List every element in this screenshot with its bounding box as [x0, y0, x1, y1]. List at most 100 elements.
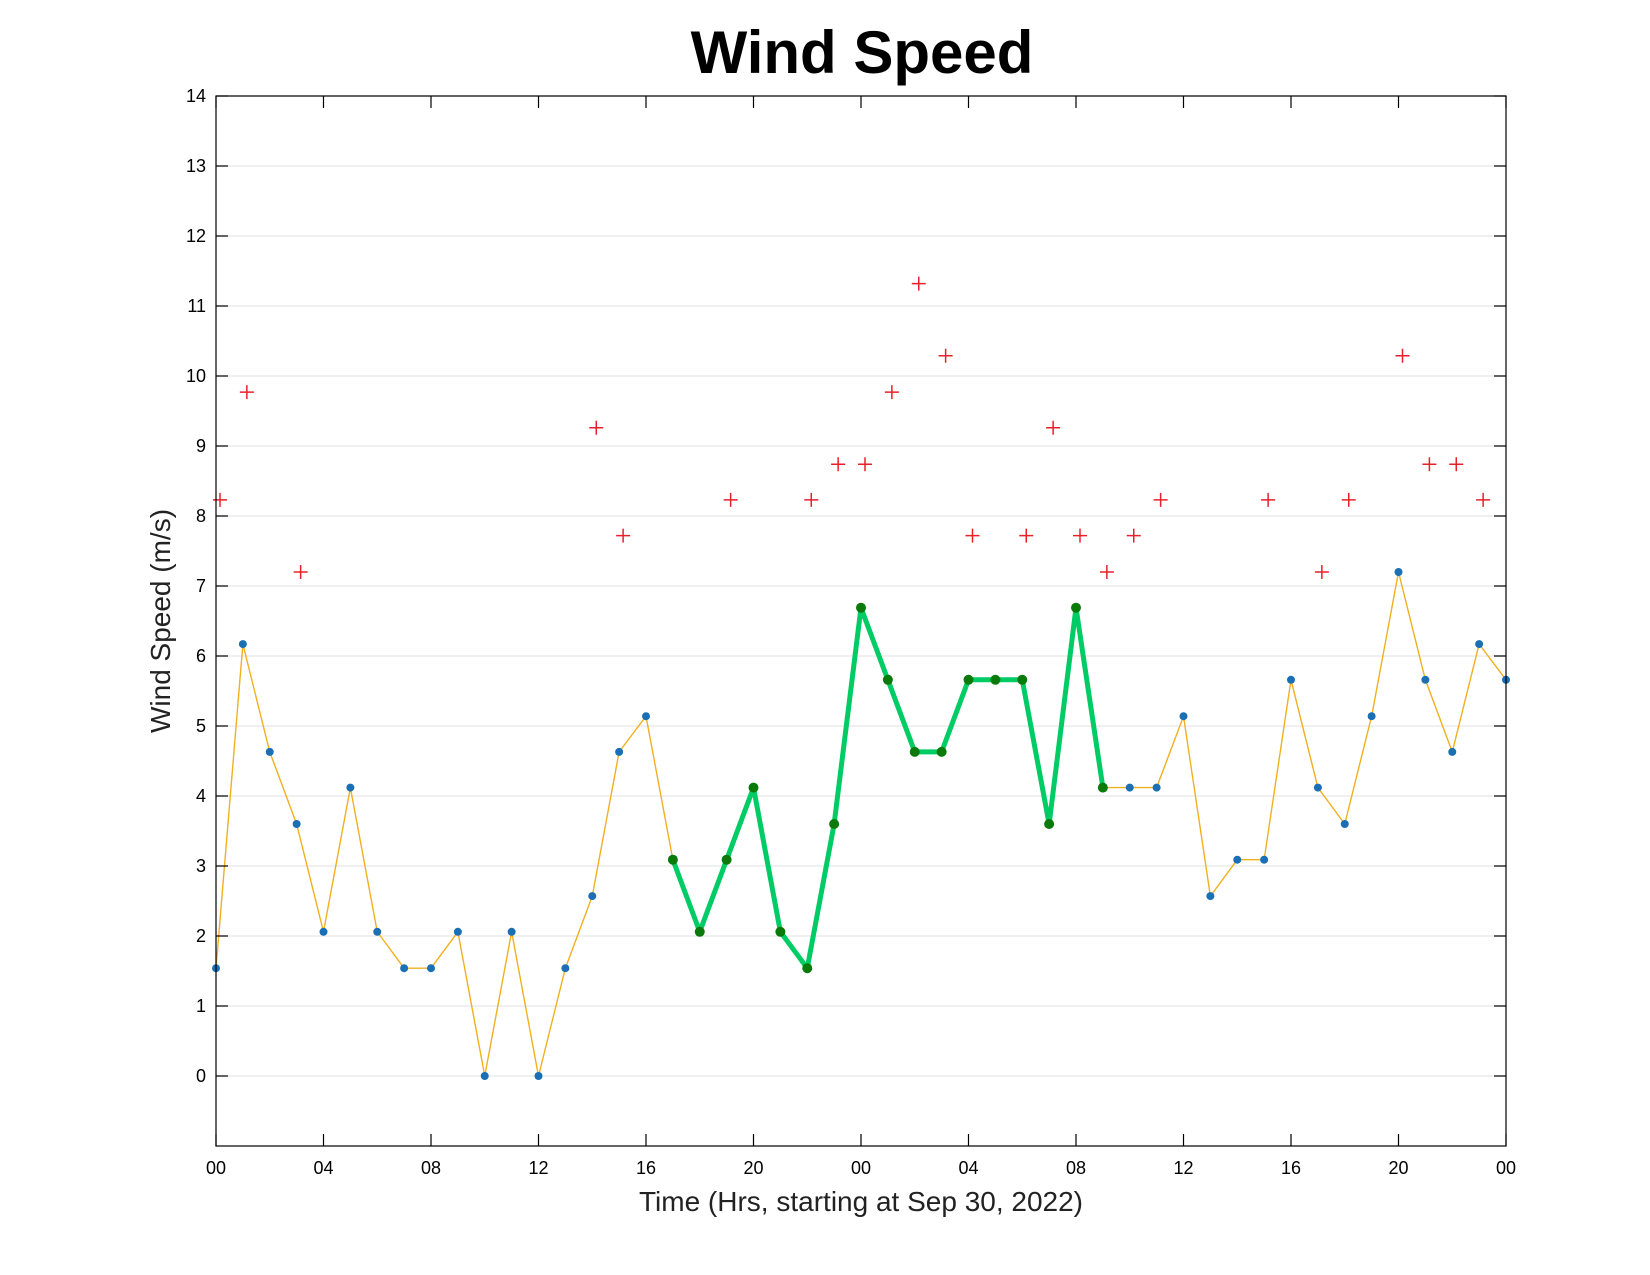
highlight-point	[748, 782, 759, 793]
plus-marker-point	[1046, 420, 1061, 435]
data-point	[1475, 640, 1484, 649]
plus-marker-point	[884, 385, 899, 400]
highlight-point	[1044, 819, 1055, 829]
plus-marker-point	[911, 276, 926, 291]
y-tick-label: 1	[196, 996, 206, 1016]
series-thick-line-dots	[667, 602, 1108, 974]
data-point	[292, 820, 301, 828]
data-point	[507, 927, 516, 936]
data-point	[453, 927, 462, 936]
y-tick-label: 4	[196, 786, 206, 806]
plus-marker-point	[965, 528, 980, 543]
plus-marker-point	[293, 565, 308, 579]
y-tick-label: 2	[196, 926, 206, 946]
plus-marker-point	[1261, 492, 1276, 507]
data-point	[400, 964, 409, 973]
plus-marker-point	[239, 385, 254, 400]
highlight-point	[1071, 602, 1081, 613]
y-tick-label: 14	[186, 86, 206, 106]
series-plus-markers	[213, 276, 1491, 579]
highlight-point	[909, 746, 920, 757]
chart-title: Wind Speed	[691, 19, 1034, 86]
data-point	[427, 964, 435, 973]
data-point	[1233, 855, 1242, 864]
highlight-point	[775, 926, 786, 937]
highlight-point	[667, 854, 678, 865]
plus-marker-point	[1153, 492, 1168, 507]
highlight-line	[670, 605, 1106, 971]
highlight-point	[829, 819, 840, 829]
data-point	[1448, 747, 1457, 756]
data-point	[238, 640, 247, 649]
x-tick-label: 04	[958, 1158, 978, 1178]
plus-marker-point	[804, 492, 819, 507]
data-point	[373, 927, 382, 936]
plus-marker-point	[938, 348, 953, 363]
series-line	[215, 571, 1507, 1077]
data-point	[561, 964, 570, 973]
highlight-point	[990, 674, 1001, 685]
plus-marker-point	[1395, 348, 1410, 363]
data-point	[480, 1072, 489, 1080]
data-point	[1179, 712, 1188, 721]
plus-marker-point	[589, 420, 604, 435]
data-point	[1206, 892, 1215, 901]
data-point	[615, 747, 624, 756]
plus-marker-point	[1314, 565, 1329, 579]
y-axis-label: Wind Speed (m/s)	[145, 509, 176, 733]
data-point	[1394, 568, 1403, 576]
x-tick-label: 00	[1496, 1158, 1516, 1178]
plus-marker-point	[1019, 528, 1034, 543]
plus-marker-point	[858, 457, 872, 472]
plus-marker-point	[723, 492, 738, 507]
plus-marker-point	[1449, 457, 1464, 472]
y-tick-label: 8	[196, 506, 206, 526]
data-point	[265, 747, 274, 756]
highlight-point	[856, 602, 866, 613]
x-tick-label: 20	[1388, 1158, 1408, 1178]
y-tick-label: 13	[186, 156, 206, 176]
y-tick-label: 10	[186, 366, 206, 386]
plus-marker-point	[1073, 528, 1087, 543]
data-point	[642, 712, 650, 721]
data-point	[1260, 855, 1269, 864]
data-point	[1152, 783, 1161, 792]
y-tick-label: 5	[196, 716, 206, 736]
highlight-point	[1097, 782, 1108, 793]
highlight-point	[882, 674, 893, 685]
highlight-point	[694, 926, 705, 937]
x-tick-label: 12	[1173, 1158, 1193, 1178]
data-point	[1313, 783, 1322, 792]
y-tick-label: 9	[196, 436, 206, 456]
plus-marker-point	[1341, 492, 1356, 507]
x-tick-label: 08	[421, 1158, 441, 1178]
x-tick-label: 16	[636, 1158, 656, 1178]
highlight-point	[936, 746, 947, 757]
data-point	[346, 783, 355, 792]
y-tick-label: 11	[187, 296, 206, 316]
plus-marker-point	[1126, 528, 1141, 543]
grid-lines	[216, 95, 1506, 1077]
highlight-point	[1017, 674, 1028, 685]
y-tick-label: 6	[196, 646, 206, 666]
data-point	[319, 927, 328, 936]
highlight-point	[721, 854, 732, 865]
plus-marker-point	[1476, 492, 1491, 507]
x-tick-label: 00	[851, 1158, 871, 1178]
y-tick-label: 3	[196, 856, 206, 876]
plus-marker-point	[616, 528, 631, 543]
data-point	[1367, 712, 1376, 721]
data-point	[534, 1072, 543, 1080]
data-point	[1340, 820, 1349, 828]
plus-marker-point	[831, 457, 846, 472]
data-point	[1287, 675, 1295, 684]
plus-marker-point	[1099, 565, 1114, 579]
data-series	[212, 276, 1510, 1080]
x-tick-label: 04	[313, 1158, 333, 1178]
y-tick-label: 0	[196, 1066, 206, 1086]
plus-marker-point	[213, 492, 227, 507]
y-tick-label: 7	[196, 576, 206, 596]
data-point	[1421, 675, 1430, 684]
